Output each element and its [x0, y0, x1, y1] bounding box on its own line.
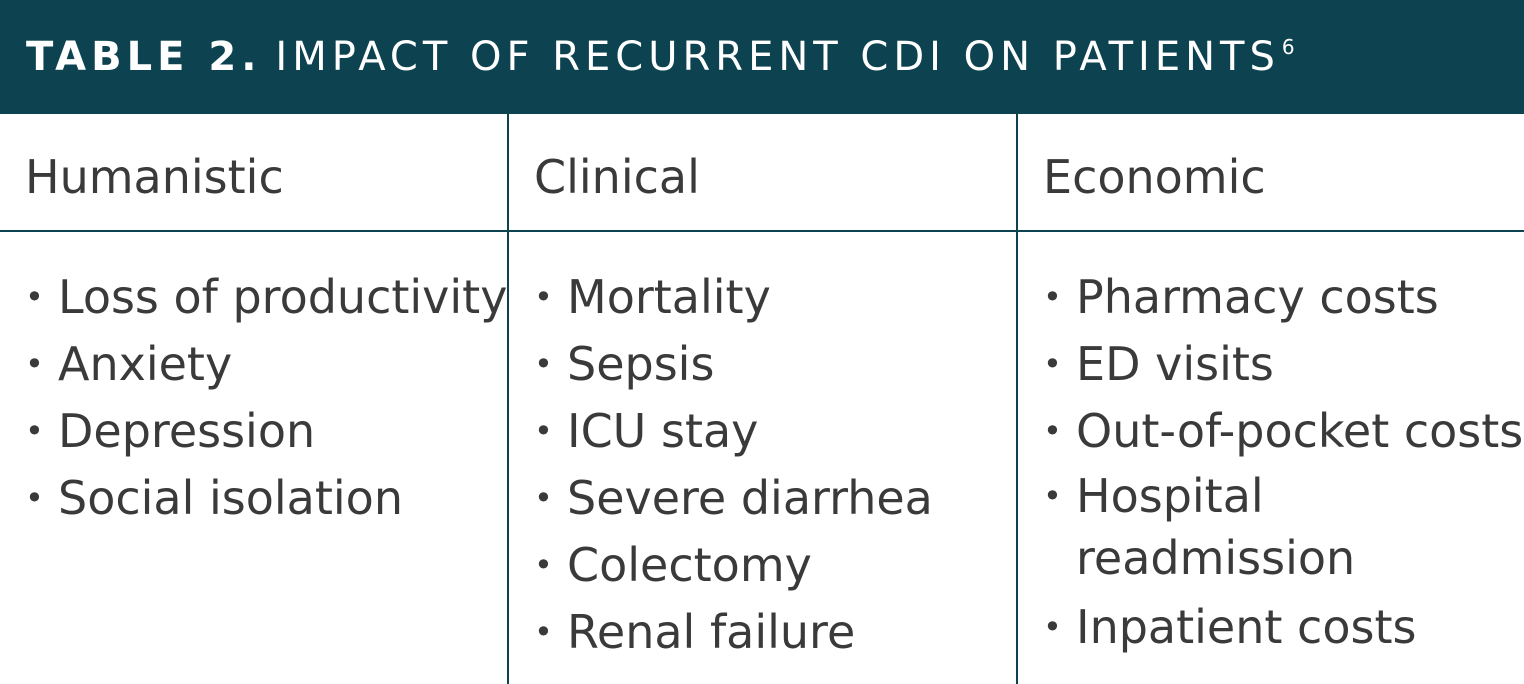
list-item: Inpatient costs — [1043, 594, 1523, 661]
list-item: ED visits — [1043, 331, 1523, 398]
list-item: Sepsis — [534, 331, 933, 398]
table-title-bar: TABLE 2. IMPACT OF RECURRENT CDI ON PATI… — [0, 0, 1524, 114]
list-item: Pharmacy costs — [1043, 264, 1523, 331]
list-item: ICU stay — [534, 398, 933, 465]
reference-superscript: 6 — [1281, 35, 1295, 59]
column-divider — [1016, 114, 1018, 684]
column-divider — [507, 114, 509, 684]
list-item: Out-of-pocket costs — [1043, 398, 1523, 465]
list-item: Mortality — [534, 264, 933, 331]
header-rule — [0, 230, 1524, 232]
table-title: IMPACT OF RECURRENT CDI ON PATIENTS — [275, 34, 1280, 80]
table-number: TABLE 2. — [26, 34, 262, 80]
list-item: Severe diarrhea — [534, 465, 933, 532]
list-item: Loss of productivity — [25, 264, 507, 331]
list-item: Colectomy — [534, 532, 933, 599]
list-item: Renal failure — [534, 599, 933, 666]
list-item: Social isolation — [25, 465, 507, 532]
list-item: Anxiety — [25, 331, 507, 398]
column-heading-humanistic: Humanistic — [25, 150, 284, 204]
column-heading-economic: Economic — [1043, 150, 1266, 204]
clinical-list: Mortality Sepsis ICU stay Severe diarrhe… — [534, 264, 933, 666]
impact-table: Humanistic Clinical Economic Loss of pro… — [0, 114, 1524, 684]
humanistic-list: Loss of productivity Anxiety Depression … — [25, 264, 507, 532]
economic-list: Pharmacy costs ED visits Out-of-pocket c… — [1043, 264, 1523, 661]
column-heading-clinical: Clinical — [534, 150, 700, 204]
list-item: Depression — [25, 398, 507, 465]
list-item: Hospital readmission — [1043, 465, 1506, 589]
